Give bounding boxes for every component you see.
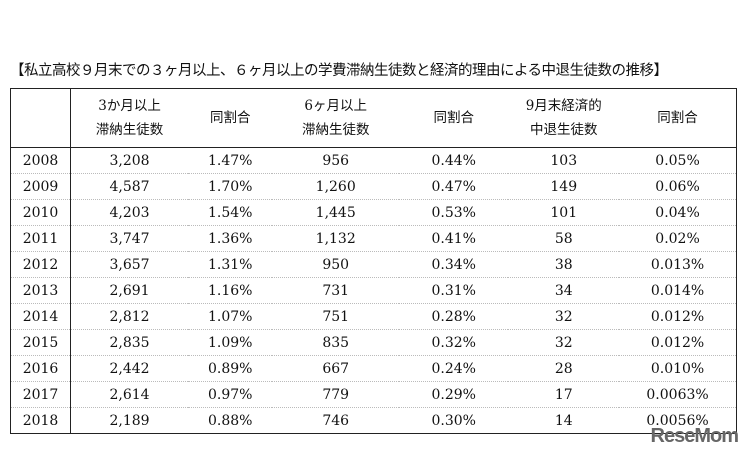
value-cell: 0.30% (399, 407, 509, 434)
table-row: 2011 3,747 1.36% 1,132 0.41% 58 0.02% (10, 225, 737, 252)
value-cell: 751 (272, 303, 399, 330)
year-cell: 2018 (10, 407, 72, 434)
value-cell: 667 (272, 355, 399, 382)
value-cell: 3,657 (70, 251, 189, 278)
column-header: 9月末経済的 中退生徒数 (508, 88, 620, 148)
value-cell: 4,587 (70, 173, 189, 200)
table-row: 2014 2,812 1.07% 751 0.28% 32 0.012% (10, 303, 737, 330)
value-cell: 0.013% (619, 251, 737, 278)
value-cell: 1.09% (188, 329, 273, 356)
value-cell: 0.04% (619, 199, 737, 226)
value-cell: 0.47% (399, 173, 509, 200)
table-row: 2017 2,614 0.97% 779 0.29% 17 0.0063% (10, 381, 737, 408)
value-cell: 0.0056% (619, 407, 737, 434)
year-cell: 2011 (10, 225, 72, 252)
value-cell: 0.89% (188, 355, 273, 382)
value-cell: 0.41% (399, 225, 509, 252)
value-cell: 2,442 (70, 355, 189, 382)
table-row: 2008 3,208 1.47% 956 0.44% 103 0.05% (10, 147, 737, 174)
value-cell: 0.31% (399, 277, 509, 304)
value-cell: 103 (508, 147, 620, 174)
year-cell: 2012 (10, 251, 72, 278)
value-cell: 731 (272, 277, 399, 304)
value-cell: 835 (272, 329, 399, 356)
table-row: 2009 4,587 1.70% 1,260 0.47% 149 0.06% (10, 173, 737, 200)
table-row: 2018 2,189 0.88% 746 0.30% 14 0.0056% (10, 407, 737, 434)
value-cell: 1.36% (188, 225, 273, 252)
column-header (10, 88, 72, 148)
value-cell: 0.28% (399, 303, 509, 330)
year-cell: 2013 (10, 277, 72, 304)
year-cell: 2017 (10, 381, 72, 408)
column-header: 同割合 (188, 88, 273, 148)
value-cell: 0.05% (619, 147, 737, 174)
value-cell: 1.54% (188, 199, 273, 226)
value-cell: 38 (508, 251, 620, 278)
year-cell: 2015 (10, 329, 72, 356)
value-cell: 1,260 (272, 173, 399, 200)
value-cell: 101 (508, 199, 620, 226)
value-cell: 779 (272, 381, 399, 408)
value-cell: 28 (508, 355, 620, 382)
value-cell: 3,208 (70, 147, 189, 174)
year-cell: 2014 (10, 303, 72, 330)
value-cell: 14 (508, 407, 620, 434)
table-title: 【私立高校９月末での３ヶ月以上、６ヶ月以上の学費滞納生徒数と経済的理由による中退… (10, 63, 668, 79)
table-row: 2013 2,691 1.16% 731 0.31% 34 0.014% (10, 277, 737, 304)
value-cell: 0.012% (619, 329, 737, 356)
value-cell: 746 (272, 407, 399, 434)
value-cell: 4,203 (70, 199, 189, 226)
value-cell: 0.02% (619, 225, 737, 252)
table-row: 2016 2,442 0.89% 667 0.24% 28 0.010% (10, 355, 737, 382)
value-cell: 2,691 (70, 277, 189, 304)
value-cell: 0.29% (399, 381, 509, 408)
value-cell: 1.47% (188, 147, 273, 174)
column-header: 6ヶ月以上 滞納生徒数 (272, 88, 399, 148)
data-table: 3か月以上 滞納生徒数 同割合 6ヶ月以上 滞納生徒数 同割合 9月末経済的 中退生徒数 同割合… (10, 88, 737, 434)
value-cell: 1.31% (188, 251, 273, 278)
value-cell: 2,614 (70, 381, 189, 408)
value-cell: 1.70% (188, 173, 273, 200)
value-cell: 1,445 (272, 199, 399, 226)
value-cell: 1.16% (188, 277, 273, 304)
value-cell: 950 (272, 251, 399, 278)
year-cell: 2008 (10, 147, 72, 174)
column-header: 同割合 (619, 88, 737, 148)
column-header: 3か月以上 滞納生徒数 (70, 88, 189, 148)
value-cell: 0.06% (619, 173, 737, 200)
value-cell: 0.44% (399, 147, 509, 174)
value-cell: 0.24% (399, 355, 509, 382)
value-cell: 1.07% (188, 303, 273, 330)
value-cell: 0.53% (399, 199, 509, 226)
value-cell: 32 (508, 329, 620, 356)
year-cell: 2010 (10, 199, 72, 226)
resemom-watermark-logo: ReseMom (650, 425, 739, 447)
value-cell: 17 (508, 381, 620, 408)
value-cell: 0.34% (399, 251, 509, 278)
value-cell: 956 (272, 147, 399, 174)
table-row: 2012 3,657 1.31% 950 0.34% 38 0.013% (10, 251, 737, 278)
value-cell: 0.32% (399, 329, 509, 356)
year-cell: 2016 (10, 355, 72, 382)
value-cell: 2,189 (70, 407, 189, 434)
value-cell: 3,747 (70, 225, 189, 252)
value-cell: 0.010% (619, 355, 737, 382)
header-row: 3か月以上 滞納生徒数 同割合 6ヶ月以上 滞納生徒数 同割合 9月末経済的 中退生徒数 同割合 (10, 88, 737, 148)
value-cell: 0.88% (188, 407, 273, 434)
value-cell: 1,132 (272, 225, 399, 252)
value-cell: 32 (508, 303, 620, 330)
value-cell: 0.97% (188, 381, 273, 408)
value-cell: 34 (508, 277, 620, 304)
table-row: 2010 4,203 1.54% 1,445 0.53% 101 0.04% (10, 199, 737, 226)
value-cell: 2,835 (70, 329, 189, 356)
value-cell: 2,812 (70, 303, 189, 330)
year-cell: 2009 (10, 173, 72, 200)
value-cell: 0.014% (619, 277, 737, 304)
table-row: 2015 2,835 1.09% 835 0.32% 32 0.012% (10, 329, 737, 356)
value-cell: 149 (508, 173, 620, 200)
column-header: 同割合 (399, 88, 509, 148)
value-cell: 0.0063% (619, 381, 737, 408)
value-cell: 58 (508, 225, 620, 252)
value-cell: 0.012% (619, 303, 737, 330)
